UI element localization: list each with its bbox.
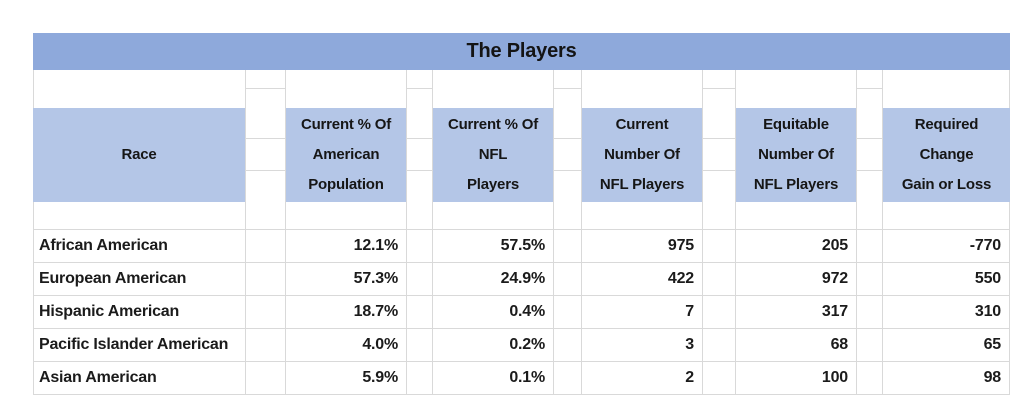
- equitable-number-cell: 972: [736, 263, 856, 296]
- equitable-number-cell: 68: [736, 329, 856, 362]
- spacer: [245, 108, 286, 202]
- spacer: [245, 230, 286, 263]
- race-cell: European American: [33, 263, 245, 296]
- gap-cell: [286, 70, 406, 108]
- equitable-number-cell: 205: [736, 230, 856, 263]
- spacer: [553, 108, 582, 202]
- population-pct-cell: 5.9%: [286, 362, 406, 395]
- header-cell-required-change: Required Change Gain or Loss: [883, 108, 1010, 202]
- table-title: The Players: [33, 33, 1010, 70]
- population-pct-cell: 18.7%: [286, 296, 406, 329]
- spacer: [406, 263, 433, 296]
- spacer: [856, 263, 883, 296]
- gap-cell: [433, 202, 553, 230]
- population-pct-cell: 4.0%: [286, 329, 406, 362]
- spacer: [856, 362, 883, 395]
- spacer: [856, 296, 883, 329]
- required-change-cell: 98: [883, 362, 1010, 395]
- players-table: The Players Race Current % Of American P…: [33, 33, 1010, 395]
- spacer: [856, 230, 883, 263]
- gap-cell: [33, 70, 245, 108]
- spacer: [702, 70, 736, 108]
- spacer: [245, 202, 286, 230]
- spacer: [702, 108, 736, 202]
- spacer: [702, 202, 736, 230]
- race-cell: Asian American: [33, 362, 245, 395]
- spacer: [406, 202, 433, 230]
- gap-cell: [33, 202, 245, 230]
- current-number-cell: 422: [582, 263, 702, 296]
- header-cell-nfl-pct: Current % Of NFL Players: [433, 108, 553, 202]
- gap-cell: [433, 70, 553, 108]
- nfl-pct-cell: 0.4%: [433, 296, 553, 329]
- current-number-cell: 975: [582, 230, 702, 263]
- gap-cell: [582, 202, 702, 230]
- spacer: [553, 296, 582, 329]
- spacer: [406, 362, 433, 395]
- gap-cell: [736, 70, 856, 108]
- nfl-pct-cell: 0.1%: [433, 362, 553, 395]
- spacer: [856, 329, 883, 362]
- race-cell: Hispanic American: [33, 296, 245, 329]
- nfl-pct-cell: 24.9%: [433, 263, 553, 296]
- spacer: [406, 296, 433, 329]
- gap-cell: [286, 202, 406, 230]
- header-cell-population-pct: Current % Of American Population: [286, 108, 406, 202]
- gap-cell: [883, 202, 1010, 230]
- spacer: [702, 230, 736, 263]
- spacer: [245, 362, 286, 395]
- spacer: [245, 70, 286, 108]
- spacer: [702, 329, 736, 362]
- current-number-cell: 2: [582, 362, 702, 395]
- race-cell: African American: [33, 230, 245, 263]
- spacer: [856, 108, 883, 202]
- spacer: [553, 230, 582, 263]
- spacer: [553, 202, 582, 230]
- required-change-cell: 550: [883, 263, 1010, 296]
- spacer: [856, 70, 883, 108]
- spacer: [702, 263, 736, 296]
- required-change-cell: -770: [883, 230, 1010, 263]
- equitable-number-cell: 100: [736, 362, 856, 395]
- spacer: [553, 329, 582, 362]
- header-cell-current-number: Current Number Of NFL Players: [582, 108, 702, 202]
- spacer: [553, 70, 582, 108]
- spacer: [702, 296, 736, 329]
- required-change-cell: 310: [883, 296, 1010, 329]
- gap-cell: [883, 70, 1010, 108]
- spacer: [856, 202, 883, 230]
- equitable-number-cell: 317: [736, 296, 856, 329]
- gap-cell: [736, 202, 856, 230]
- nfl-pct-cell: 57.5%: [433, 230, 553, 263]
- spacer: [702, 362, 736, 395]
- nfl-pct-cell: 0.2%: [433, 329, 553, 362]
- required-change-cell: 65: [883, 329, 1010, 362]
- spacer: [553, 263, 582, 296]
- current-number-cell: 7: [582, 296, 702, 329]
- spacer: [406, 70, 433, 108]
- header-cell-equitable-number: Equitable Number Of NFL Players: [736, 108, 856, 202]
- spacer: [406, 108, 433, 202]
- spacer: [245, 263, 286, 296]
- current-number-cell: 3: [582, 329, 702, 362]
- population-pct-cell: 57.3%: [286, 263, 406, 296]
- race-cell: Pacific Islander American: [33, 329, 245, 362]
- spacer: [406, 329, 433, 362]
- population-pct-cell: 12.1%: [286, 230, 406, 263]
- gap-cell: [582, 70, 702, 108]
- spacer: [245, 296, 286, 329]
- spacer: [553, 362, 582, 395]
- spacer: [406, 230, 433, 263]
- spacer: [245, 329, 286, 362]
- header-cell-race: Race: [33, 108, 245, 202]
